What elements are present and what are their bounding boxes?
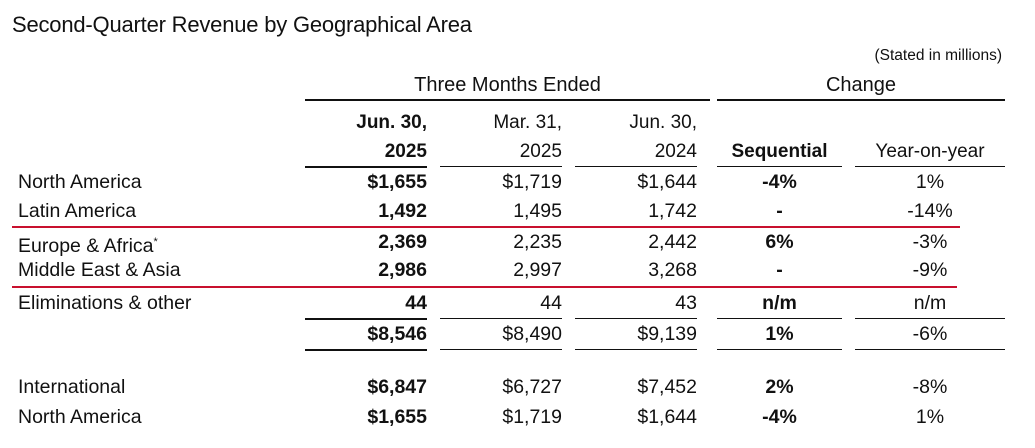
cell-mar2025: 2,235 [513, 231, 562, 253]
total-underline-c2 [440, 349, 562, 350]
cell-mar2025: $1,719 [502, 406, 562, 428]
table-row: Eliminations & other 44 44 43 n/m n/m [0, 289, 1035, 318]
row-label: Middle East & Asia [18, 259, 181, 281]
table-row: Latin America 1,492 1,495 1,742 - -14% [0, 197, 1035, 226]
col-header-jun2025-line1: Jun. 30, [356, 112, 427, 133]
header-underline-c2 [440, 166, 562, 167]
cell-jun2024: 1,742 [648, 200, 697, 222]
total-line-c2 [440, 318, 562, 319]
cell-sequential: -4% [762, 406, 797, 428]
row-label-text: Europe & Africa [18, 235, 154, 257]
red-divider-bottom [12, 286, 957, 288]
cell-jun2024: $1,644 [637, 406, 697, 428]
cell-jun2025: 2,369 [378, 231, 427, 253]
cell-jun2025: 44 [405, 292, 427, 314]
cell-mar2025: $1,719 [502, 171, 562, 193]
cell-jun2024: $1,644 [637, 171, 697, 193]
total-line-c1 [305, 318, 427, 320]
units-note: (Stated in millions) [874, 47, 1003, 64]
total-line-seq [717, 318, 842, 319]
cell-mar2025: 1,495 [513, 200, 562, 222]
cell-jun2024: 3,268 [648, 259, 697, 281]
cell-sequential: n/m [762, 292, 797, 314]
cell-sequential: - [776, 259, 783, 281]
footnote-marker: * [153, 236, 158, 248]
col-header-jun2025-line2: 2025 [384, 141, 427, 162]
row-label: North America [18, 171, 142, 193]
cell-mar2025: 2,997 [513, 259, 562, 281]
header-underline-yoy [855, 166, 1005, 167]
cell-mar2025: 44 [540, 292, 562, 314]
divider-change [717, 99, 1005, 101]
table-row: Middle East & Asia 2,986 2,997 3,268 - -… [0, 256, 1035, 285]
total-underline-seq [717, 349, 842, 350]
table-row: Europe & Africa* 2,369 2,235 2,442 6% -3… [0, 228, 1035, 257]
cell-jun2025: $8,546 [367, 323, 427, 345]
cell-yoy: -14% [907, 200, 953, 222]
group-header-change: Change [825, 74, 897, 96]
row-label: Europe & Africa* [18, 228, 158, 261]
cell-jun2024: $7,452 [637, 376, 697, 398]
cell-jun2025: $1,655 [367, 406, 427, 428]
cell-yoy: -8% [912, 376, 948, 398]
header-underline-c3 [575, 166, 697, 167]
cell-yoy: 1% [915, 406, 945, 428]
cell-jun2025: $6,847 [367, 376, 427, 398]
col-header-mar2025-line2: 2025 [519, 141, 562, 162]
cell-mar2025: $8,490 [502, 323, 562, 345]
row-label: International [18, 376, 126, 398]
cell-sequential: 2% [765, 376, 794, 398]
col-header-jun2024-line1: Jun. 30, [629, 112, 697, 133]
cell-yoy: -6% [912, 323, 948, 345]
cell-jun2024: 43 [675, 292, 697, 314]
header-underline-c1 [305, 166, 427, 168]
total-underline-c3 [575, 349, 697, 350]
cell-jun2024: 2,442 [648, 231, 697, 253]
header-underline-seq [717, 166, 842, 167]
cell-sequential: -4% [762, 171, 797, 193]
cell-sequential: - [776, 200, 783, 222]
cell-yoy: 1% [915, 171, 945, 193]
table-row: North America $1,655 $1,719 $1,644 -4% 1… [0, 403, 1035, 432]
cell-yoy: -9% [912, 259, 948, 281]
table-row-total: $8,546 $8,490 $9,139 1% -6% [0, 320, 1035, 349]
col-header-jun2024-line2: 2024 [654, 141, 697, 162]
cell-sequential: 1% [765, 323, 794, 345]
total-underline-c1 [305, 349, 427, 351]
col-header-yoy: Year-on-year [875, 141, 985, 162]
row-label: North America [18, 406, 142, 428]
cell-yoy: -3% [912, 231, 948, 253]
cell-jun2024: $9,139 [637, 323, 697, 345]
table-row: International $6,847 $6,727 $7,452 2% -8… [0, 373, 1035, 402]
total-line-yoy [855, 318, 1005, 319]
total-line-c3 [575, 318, 697, 319]
table-row: North America $1,655 $1,719 $1,644 -4% 1… [0, 168, 1035, 197]
col-header-sequential: Sequential [731, 141, 828, 162]
total-underline-yoy [855, 349, 1005, 350]
cell-yoy: n/m [913, 292, 947, 314]
cell-mar2025: $6,727 [502, 376, 562, 398]
cell-jun2025: $1,655 [367, 171, 427, 193]
cell-jun2025: 2,986 [378, 259, 427, 281]
col-header-mar2025-line1: Mar. 31, [493, 112, 562, 133]
divider-three-months [305, 99, 710, 101]
page-title: Second-Quarter Revenue by Geographical A… [12, 12, 472, 37]
row-label: Latin America [18, 200, 137, 222]
red-divider-top [12, 226, 960, 228]
cell-sequential: 6% [765, 231, 794, 253]
row-label: Eliminations & other [18, 292, 192, 314]
cell-jun2025: 1,492 [378, 200, 427, 222]
group-header-three-months: Three Months Ended [414, 74, 601, 96]
